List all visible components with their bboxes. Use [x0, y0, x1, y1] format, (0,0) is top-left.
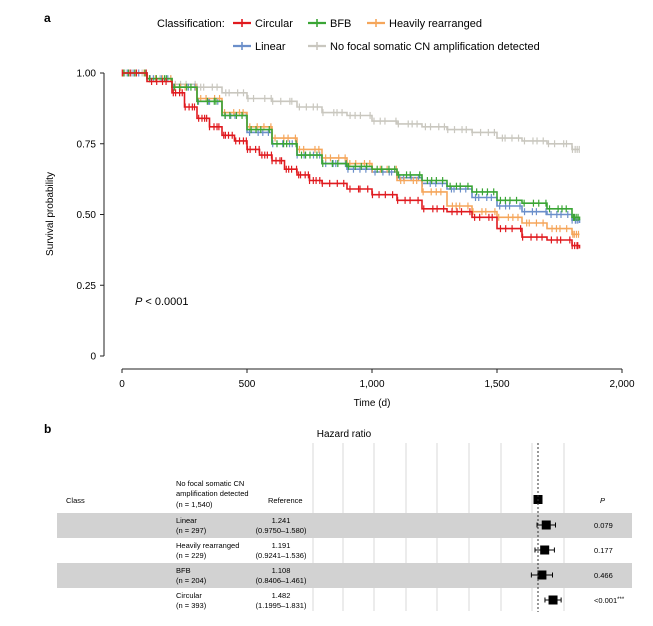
row-hr-text: 1.241: [272, 516, 291, 525]
p-header: P: [600, 496, 605, 505]
hr-marker: [540, 545, 550, 555]
legend-item-linear: Linear: [233, 41, 286, 53]
legend-label: Circular: [255, 18, 293, 30]
hr-row-circular: Circular(n = 393) 1.482(1.1995–1.831) <0.0…: [176, 591, 625, 610]
row-shading: [57, 513, 632, 538]
legend: Classification: Circular BFB Heavily rearr…: [157, 18, 540, 53]
series-circular: [121, 69, 581, 250]
legend-item-heavily-rearranged: Heavily rearranged: [367, 18, 482, 30]
p-value-annotation: P < 0.0001: [135, 296, 189, 308]
row-n: (n = 204): [176, 576, 207, 585]
row-name: Circular: [176, 591, 202, 600]
survival-curve: [122, 72, 581, 249]
hr-row-bfb: BFB(n = 204) 1.108(0.8406–1.461) 0.466: [176, 566, 613, 585]
reference-hr-text: Reference: [268, 496, 303, 505]
row-name: Linear: [176, 516, 197, 525]
kaplan-meier-chart: Classification: Circular BFB Heavily rearr…: [45, 18, 635, 409]
legend-item-circular: Circular: [233, 18, 293, 30]
y-tick-label: 1.00: [77, 69, 97, 80]
row-ci-text: (0.9750–1.580): [256, 526, 307, 535]
x-tick-label: 1,000: [359, 379, 384, 390]
hr-row-heavily-rearranged: Heavily rearranged(n = 229) 1.191(0.9241–…: [176, 541, 613, 560]
row-name: Heavily rearranged: [176, 541, 239, 550]
legend-label: No focal somatic CN amplification detect…: [330, 41, 540, 53]
hr-marker: [537, 570, 547, 580]
row-ci-text: (0.9241–1.536): [256, 551, 307, 560]
panel-a-letter: a: [44, 11, 51, 25]
legend-item-no-focal-somatic-cn-amplification-detected: No focal somatic CN amplification detect…: [308, 41, 540, 53]
legend-label: Linear: [255, 41, 286, 53]
p-value-label: P: [135, 296, 143, 308]
reference-row: No focal somatic CN amplification detect…: [176, 479, 543, 509]
row-n: (n = 393): [176, 601, 207, 610]
y-axis-label: Survival probability: [45, 172, 56, 256]
row-p-value: 0.079: [594, 521, 613, 530]
row-hr-text: 1.108: [272, 566, 291, 575]
row-p-value: <0.001***: [594, 596, 625, 605]
x-tick-label: 0: [119, 379, 125, 390]
series-bfb: [122, 69, 581, 221]
legend-label: BFB: [330, 18, 351, 30]
legend-title: Classification:: [157, 18, 225, 30]
reference-name-line-1: No focal somatic CN: [176, 479, 244, 488]
hr-marker: [548, 595, 558, 605]
row-n: (n = 297): [176, 526, 207, 535]
hr-marker: [541, 520, 551, 530]
series-heavily-rearranged: [122, 69, 580, 238]
significance-stars: ***: [617, 597, 625, 603]
legend-item-bfb: BFB: [308, 18, 351, 30]
row-p-value: 0.177: [594, 546, 613, 555]
row-ci-text: (0.8406–1.461): [256, 576, 307, 585]
y-tick-label: 0: [90, 352, 96, 363]
p-value-text: < 0.0001: [145, 296, 188, 308]
panel-b-letter: b: [44, 422, 51, 436]
x-tick-label: 2,000: [609, 379, 634, 390]
row-p-value: 0.466: [594, 571, 613, 580]
row-name: BFB: [176, 566, 191, 575]
row-hr-text: 1.191: [272, 541, 291, 550]
forest-plot: Hazard ratio Class P No focal somatic CN…: [57, 429, 632, 612]
reference-n: (n = 1,540): [176, 500, 213, 509]
y-tick-label: 0.75: [77, 139, 97, 150]
x-axis-label: Time (d): [354, 398, 391, 409]
y-tick-label: 0.25: [77, 281, 97, 292]
class-header: Class: [66, 496, 85, 505]
hr-row-linear: Linear(n = 297) 1.241(0.9750–1.580) 0.079: [176, 516, 613, 535]
x-tick-label: 1,500: [484, 379, 509, 390]
survival-curve: [122, 72, 580, 236]
legend-label: Heavily rearranged: [389, 18, 482, 30]
reference-name-line-2: amplification detected: [176, 489, 249, 498]
row-n: (n = 229): [176, 551, 207, 560]
forest-title: Hazard ratio: [317, 429, 372, 440]
x-tick-label: 500: [239, 379, 256, 390]
row-hr-text: 1.482: [272, 591, 291, 600]
survival-curve: [122, 72, 581, 221]
row-ci-text: (1.1995–1.831): [256, 601, 307, 610]
series-no-focal-somatic-cn-amplification-detected: [122, 69, 580, 153]
y-tick-label: 0.50: [77, 210, 97, 221]
